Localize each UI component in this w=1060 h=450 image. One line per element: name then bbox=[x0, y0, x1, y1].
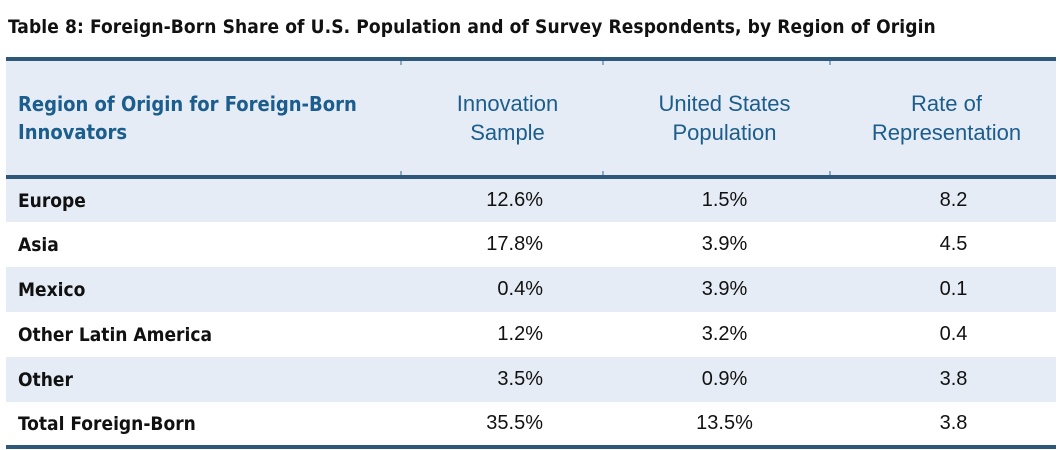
row-region-label: Total Foreign-Born bbox=[6, 402, 403, 449]
column-header-region: Region of Origin for Foreign-Born Innova… bbox=[6, 57, 403, 179]
row-us-population-value: 13.5% bbox=[612, 402, 837, 449]
column-header-region-line1: Region of Origin for Foreign-Born bbox=[18, 92, 357, 116]
row-region-label: Other bbox=[18, 368, 73, 391]
header-bottom-tick-1 bbox=[400, 171, 402, 175]
row-region-label: Other Latin America bbox=[18, 323, 213, 346]
header-top-tick-2 bbox=[602, 61, 604, 65]
table-header-row: Region of Origin for Foreign-Born Innova… bbox=[6, 57, 1056, 179]
column-header-uspop-line2: Population bbox=[672, 120, 777, 145]
data-table-container: Region of Origin for Foreign-Born Innova… bbox=[6, 57, 1056, 449]
column-header-rate-of-representation: Rate of Representation bbox=[837, 57, 1056, 179]
row-innovation-sample-value: 1.2% bbox=[497, 323, 543, 345]
table-row-mexico: Mexico 0.4% 3.9% 0.1 bbox=[6, 267, 1056, 312]
header-bottom-tick-3 bbox=[829, 171, 831, 175]
row-rate-value: 0.4 bbox=[939, 323, 968, 345]
column-header-us-population: United States Population bbox=[612, 57, 837, 179]
column-header-sample-line2: Sample bbox=[470, 120, 545, 145]
row-region-label: Mexico bbox=[18, 278, 86, 301]
column-header-region-line2: Innovators bbox=[18, 120, 128, 144]
row-innovation-sample-value: 12.6% bbox=[486, 189, 543, 211]
column-header-sample-line1: Innovation bbox=[456, 91, 559, 116]
column-header-innovation-sample: Innovation Sample bbox=[403, 57, 612, 179]
row-region-label: Europe bbox=[18, 189, 86, 212]
table-row-europe: Europe 12.6% 1.5% 8.2 bbox=[6, 177, 1056, 222]
row-innovation-sample-value: 3.5% bbox=[497, 368, 543, 390]
table-row-total-foreign-born: Total Foreign-Born 35.5% 13.5% 3.8 bbox=[6, 402, 1056, 449]
row-rate-value: 3.8 bbox=[939, 368, 968, 390]
data-table: Region of Origin for Foreign-Born Innova… bbox=[6, 57, 1056, 449]
row-rate-value: 4.5 bbox=[939, 233, 968, 255]
row-innovation-sample-value: 35.5% bbox=[403, 402, 612, 449]
table-row-other: Other 3.5% 0.9% 3.8 bbox=[6, 357, 1056, 402]
row-innovation-sample-value: 17.8% bbox=[486, 233, 543, 255]
header-top-tick-3 bbox=[829, 61, 831, 65]
column-header-rate-line1: Rate of bbox=[911, 91, 982, 116]
row-region-label: Asia bbox=[18, 233, 59, 256]
column-header-uspop-line1: United States bbox=[658, 91, 791, 116]
header-bottom-tick-2 bbox=[602, 171, 604, 175]
column-header-rate-line2: Representation bbox=[871, 120, 1022, 145]
row-us-population-value: 1.5% bbox=[701, 189, 748, 211]
table-title: Table 8: Foreign-Born Share of U.S. Popu… bbox=[8, 16, 936, 38]
table-row-asia: Asia 17.8% 3.9% 4.5 bbox=[6, 222, 1056, 267]
row-us-population-value: 3.2% bbox=[701, 323, 748, 345]
row-us-population-value: 3.9% bbox=[701, 233, 748, 255]
row-us-population-value: 3.9% bbox=[701, 278, 748, 300]
row-rate-value: 3.8 bbox=[837, 402, 1056, 449]
header-top-tick-1 bbox=[400, 61, 402, 65]
row-rate-value: 0.1 bbox=[939, 278, 968, 300]
row-rate-value: 8.2 bbox=[939, 189, 968, 211]
table-row-other-latin-america: Other Latin America 1.2% 3.2% 0.4 bbox=[6, 312, 1056, 357]
row-us-population-value: 0.9% bbox=[701, 368, 748, 390]
row-innovation-sample-value: 0.4% bbox=[497, 278, 543, 300]
